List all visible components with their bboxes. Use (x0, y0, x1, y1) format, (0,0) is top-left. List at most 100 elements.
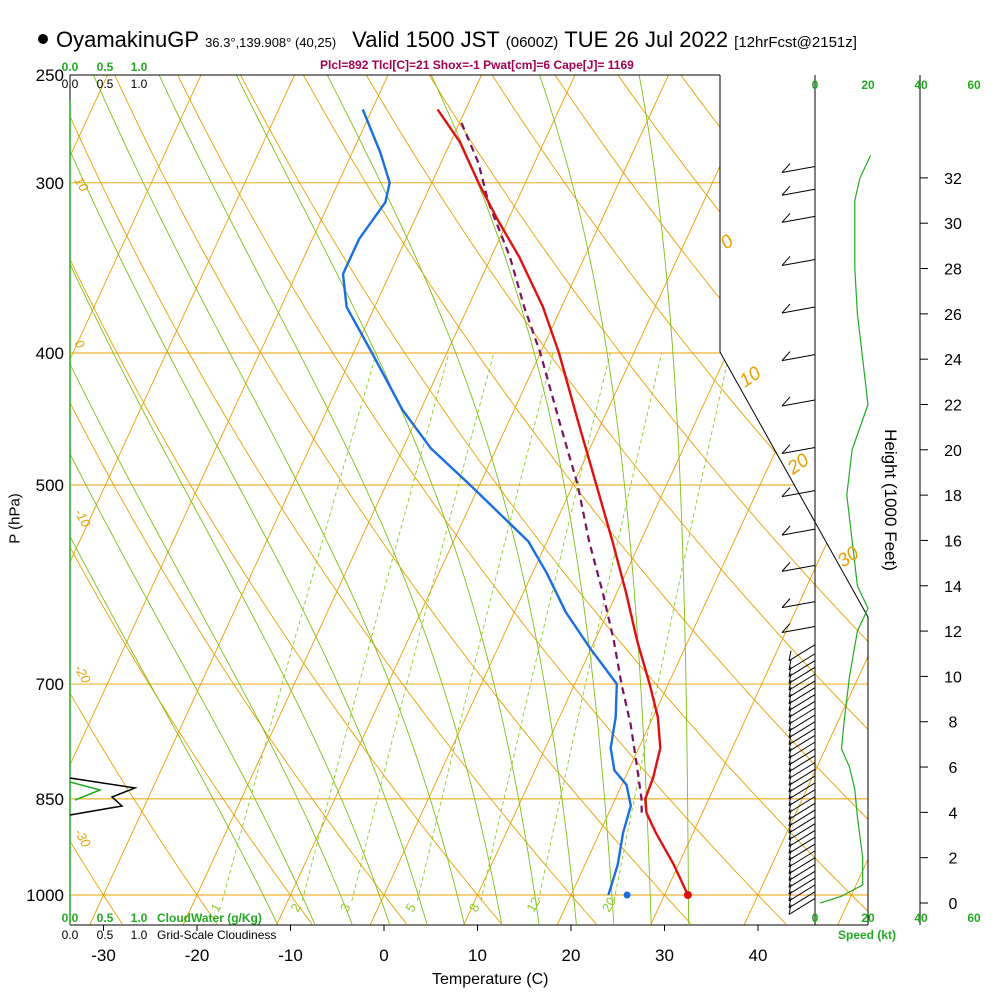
height-tick-label: 26 (944, 307, 962, 324)
wind-barb (788, 748, 816, 766)
wind-barb (781, 354, 816, 362)
wind-barb (781, 626, 816, 634)
dry-adiabat-line (476, 75, 868, 925)
plot-frame-right (719, 75, 869, 925)
wind-barb (781, 215, 816, 223)
height-tick-label: 2 (949, 851, 958, 868)
wind-barb (781, 306, 816, 314)
mixing-ratio-label: 5 (402, 901, 419, 915)
wind-barb (788, 843, 816, 861)
temperature-trace (436, 108, 689, 896)
wind-barb (781, 490, 816, 498)
height-tick-label: 20 (944, 443, 962, 460)
wind-barb (788, 789, 816, 807)
station-dot (38, 34, 48, 44)
dry-adiabat-line (70, 75, 218, 925)
wind-barb (788, 830, 816, 847)
wind-barb (788, 809, 816, 827)
wind-barb-feather (781, 256, 791, 266)
valid-date: TUE 26 Jul 2022 (564, 27, 729, 52)
y-axis-title: P (hPa) (6, 493, 24, 544)
temp-tick-label: 0 (379, 946, 388, 965)
temp-tick-label: 10 (468, 946, 487, 965)
moist-adiabat-line (70, 75, 278, 925)
theta-label: -30 (71, 826, 94, 850)
wind-barb-feather (781, 623, 791, 633)
moist-adiabat-line (70, 75, 316, 925)
wind-barb (788, 850, 816, 868)
cloudwater-label: CloudWater (g/Kg) (157, 911, 262, 925)
height-tick-label: 30 (944, 216, 962, 233)
wind-barb (788, 680, 816, 698)
speed-axis-label: Speed (kt) (838, 928, 897, 942)
moist-adiabat-line (82, 75, 465, 925)
height-tick-label: 18 (944, 488, 962, 505)
wind-barb (781, 399, 816, 407)
mixing-ratio-line (613, 352, 730, 901)
wind-barb (788, 653, 816, 671)
x-axis-title: Temperature (C) (432, 971, 549, 988)
height-tick-label: 32 (944, 171, 962, 188)
wind-barb-feather (781, 562, 791, 572)
temp-tick-label: -20 (185, 946, 210, 965)
stability-indices: Plcl=892 Tlcl[C]=21 Shox=-1 Pwat[cm]=6 C… (320, 58, 634, 72)
height-tick-label: 0 (949, 896, 958, 913)
profile-layer (341, 108, 692, 899)
wind-barb (788, 870, 816, 888)
wind-barb (788, 802, 816, 820)
moist-adiabat-line (70, 75, 390, 925)
wind-barb-feather (781, 487, 791, 497)
dry-adiabat-line (414, 75, 868, 925)
isotherm-line (463, 75, 861, 925)
moist-adiabat-line (70, 75, 428, 925)
isotherm-line (837, 75, 868, 925)
wind-barb-feather (781, 163, 791, 173)
cloudiness-tick-top: 1.0 (131, 77, 148, 91)
temp-tick-label: 40 (749, 946, 768, 965)
moist-adiabat-line (147, 75, 503, 924)
dry-adiabat-line (289, 75, 868, 925)
temp-tick-label: 20 (562, 946, 581, 965)
speed-tick-top: 60 (967, 78, 981, 92)
cloudiness-label: Grid-Scale Cloudiness (157, 928, 277, 942)
theta-label: 20 (783, 450, 814, 480)
moist-adiabat-line (530, 75, 652, 924)
wind-barb (781, 188, 816, 196)
isotherm-line (931, 65, 1000, 925)
moist-adiabat-line (633, 75, 690, 924)
mixing-ratio-line (301, 352, 450, 902)
cloudwater-tick-bottom: 1.0 (131, 911, 148, 925)
wind-barb-feather (781, 396, 791, 407)
station-coords: 36.3°,139.908° (40,25) (205, 35, 337, 50)
wind-barb (788, 728, 816, 745)
cloudiness-profile (69, 777, 138, 816)
wind-barb (788, 816, 816, 834)
wind-barb (788, 673, 816, 691)
dry-adiabat-line (600, 75, 868, 925)
wind-barb-feather (781, 303, 791, 314)
pressure-tick-label: 250 (36, 66, 64, 85)
wind-barb-feather (781, 185, 791, 196)
wind-barb (788, 898, 816, 915)
height-tick-label: 6 (949, 760, 958, 777)
moist-adiabat-line (419, 75, 615, 924)
frame-layer (69, 74, 928, 931)
wind-barb (788, 644, 816, 662)
dry-adiabat-line (70, 75, 502, 925)
mixing-ratio-label: 3 (337, 901, 354, 915)
cloudiness-tick-bottom: 0.5 (97, 928, 114, 942)
wind-barb (788, 775, 816, 793)
dewpoint-trace (341, 109, 632, 896)
wind-barb (781, 447, 816, 455)
pressure-tick-label: 500 (36, 476, 64, 495)
dry-adiabat-line (70, 75, 313, 925)
wind-barb (781, 564, 816, 572)
height-tick-label: 22 (944, 397, 962, 414)
parcel-trace (459, 120, 643, 813)
cloudiness-tick-bottom: 0.0 (62, 928, 79, 942)
wind-barb (781, 258, 816, 266)
isotherm-line (89, 75, 487, 925)
height-tick-label: 8 (949, 715, 958, 732)
moist-adiabat-line (224, 75, 540, 924)
